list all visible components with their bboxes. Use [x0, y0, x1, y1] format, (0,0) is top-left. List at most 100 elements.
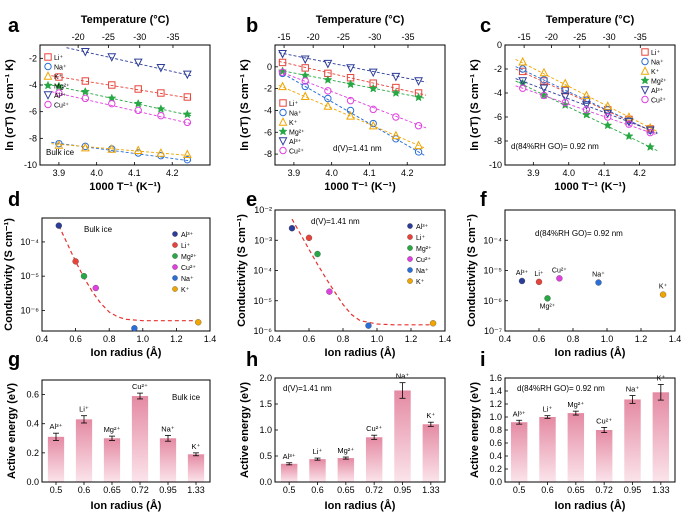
panel-annotation: d(84%RH GO)= 0.92 nm — [511, 142, 599, 151]
y-tick-label: 10⁻⁵ — [484, 266, 503, 276]
legend-marker — [172, 242, 178, 248]
data-point — [391, 72, 401, 82]
panel-g: g Al³⁺ 0.5 Li⁺ 0.6 Mg²⁺ 0.65 Cu²⁺ 0.72 Na⁺ 0.95 K⁺ 1… — [6, 349, 211, 512]
legend: Al³⁺ Li⁺ Mg²⁺ Cu²⁺ Na⁺ K⁺ — [407, 223, 432, 286]
legend-label: Li⁺ — [54, 55, 63, 62]
data-point — [391, 88, 401, 97]
bar — [280, 463, 298, 482]
legend-label: Al³⁺ — [416, 224, 429, 231]
data-point — [278, 81, 287, 91]
x-tick-label: 0.4 — [36, 334, 49, 344]
data-point — [183, 155, 192, 164]
panel-e: e 0.4 0.6 0.8 1.0 1.2 1.4 10⁻⁶ 10⁻⁵ 10⁻⁴ 10⁻³ 10⁻² I… — [236, 189, 451, 359]
y-tick-label: 0.5 — [259, 451, 272, 461]
bar-mg: Mg²⁺ 0.65 — [103, 425, 121, 495]
series-k — [515, 56, 658, 132]
bar-li: Li⁺ 0.6 — [539, 405, 556, 495]
legend-label: Li⁺ — [416, 235, 425, 242]
legend-marker — [172, 286, 178, 292]
legend-label: Na⁺ — [289, 111, 302, 118]
y-tick-label: 0 — [267, 62, 272, 72]
bar-ion-label: K⁺ — [192, 442, 201, 451]
y-axis-label: ln (σT) (S cm⁻¹ K) — [469, 59, 481, 151]
x-tick-label: 1.0 — [137, 334, 150, 344]
data-point — [81, 94, 90, 103]
y-tick-label: -10 — [24, 160, 37, 170]
panel-annotation: d(V)=1.41 nm — [333, 144, 382, 153]
legend-marker — [407, 223, 413, 229]
legend-marker — [407, 278, 413, 284]
y-axis-label: Conductivity (S cm⁻¹) — [466, 214, 478, 327]
fit-line — [515, 58, 658, 132]
y-tick-label: 0.0 — [26, 477, 39, 487]
series-cu — [515, 84, 658, 137]
series-k — [429, 320, 437, 327]
bar-mg: Mg²⁺ 0.65 — [337, 446, 355, 495]
y-tick-label: 1.0 — [259, 425, 272, 435]
legend-marker — [172, 275, 178, 281]
data-point — [323, 101, 333, 110]
legend-label: K⁺ — [416, 279, 425, 286]
panel-h: h Al³⁺ 0.5 Li⁺ 0.6 Mg²⁺ 0.65 Cu²⁺ 0.72 Na⁺ 0.95 K⁺ 1… — [239, 349, 446, 512]
panel-annotation: d(V)=1.41 nm — [283, 384, 332, 393]
series-mg — [515, 78, 658, 152]
y-tick-label: 0.2 — [26, 448, 39, 458]
legend: Li⁺ Na⁺ K⁺ Mg²⁺ Al³⁺ Cu²⁺ — [43, 53, 70, 110]
panel-annotation: d(V)=1.41 nm — [311, 217, 360, 226]
y-tick-label: -4 — [264, 105, 272, 115]
x-axis-label: 1000 T⁻¹ (K⁻¹) — [554, 181, 626, 193]
legend-label: Li⁺ — [181, 243, 190, 250]
panel-c: c Temperature (°C)-15 -20 -25 -30 -353.9 4.0 4.… — [469, 14, 676, 193]
panel-d: d 0.4 0.6 0.8 1.0 1.2 1.4 10⁻⁶ 10⁻⁵ 10⁻⁴ Ion radiu… — [3, 189, 216, 359]
y-tick-label: 0.6 — [26, 390, 39, 400]
legend: Al³⁺ Li⁺ Mg²⁺ Cu²⁺ Na⁺ K⁺ — [172, 231, 197, 294]
data-point — [324, 94, 332, 103]
data-point — [300, 91, 310, 100]
data-point — [368, 68, 378, 78]
legend-marker — [43, 91, 53, 100]
data-point — [81, 77, 90, 85]
bar-ion-label: Li⁺ — [543, 405, 553, 414]
bar-al: Al³⁺ 0.5 — [47, 422, 65, 495]
legend-label: Mg²⁺ — [181, 254, 197, 261]
series-al — [278, 50, 427, 86]
top-tick-label: -30 — [603, 32, 616, 42]
bar — [567, 413, 585, 482]
data-point — [604, 113, 612, 121]
series-cu — [51, 89, 192, 127]
legend-label: Mg²⁺ — [54, 84, 70, 91]
y-axis-label: Active energy (eV) — [469, 382, 481, 478]
data-point — [645, 142, 655, 151]
x-tick-label: 0.6 — [541, 485, 554, 495]
data-point — [560, 78, 570, 88]
legend-label: Cu²⁺ — [651, 98, 666, 105]
panel-annotation: d(84%RH GO)= 0.92 nm — [535, 229, 623, 238]
x-tick-label: 0.65 — [567, 485, 585, 495]
data-point — [624, 112, 634, 121]
x-tick-label: 0.6 — [78, 485, 91, 495]
data-point — [195, 319, 202, 326]
x-tick-label: 3.9 — [288, 168, 301, 178]
plot-frame — [274, 44, 446, 166]
top-tick-label: -30 — [133, 32, 146, 42]
data-point — [646, 128, 654, 137]
point-label: Li⁺ — [534, 271, 543, 278]
x-tick-label: 1.2 — [170, 334, 183, 344]
series-k — [51, 140, 192, 159]
legend-marker — [172, 231, 178, 237]
data-point — [305, 234, 313, 242]
x-tick-label: 0.6 — [303, 334, 316, 344]
data-point — [535, 278, 543, 286]
y-tick-label: 10⁻⁴ — [483, 235, 502, 245]
data-point — [659, 291, 667, 298]
y-tick-label: 1.2 — [489, 399, 502, 409]
data-point — [288, 225, 296, 232]
point-label: Cu²⁺ — [552, 267, 567, 274]
bar — [422, 424, 440, 482]
legend-marker — [44, 53, 52, 61]
top-tick-label: -20 — [545, 32, 558, 42]
legend-marker — [279, 108, 287, 117]
fit-line — [51, 84, 192, 117]
panel-annotation: Bulk ice — [46, 148, 75, 157]
data-point — [582, 90, 591, 100]
